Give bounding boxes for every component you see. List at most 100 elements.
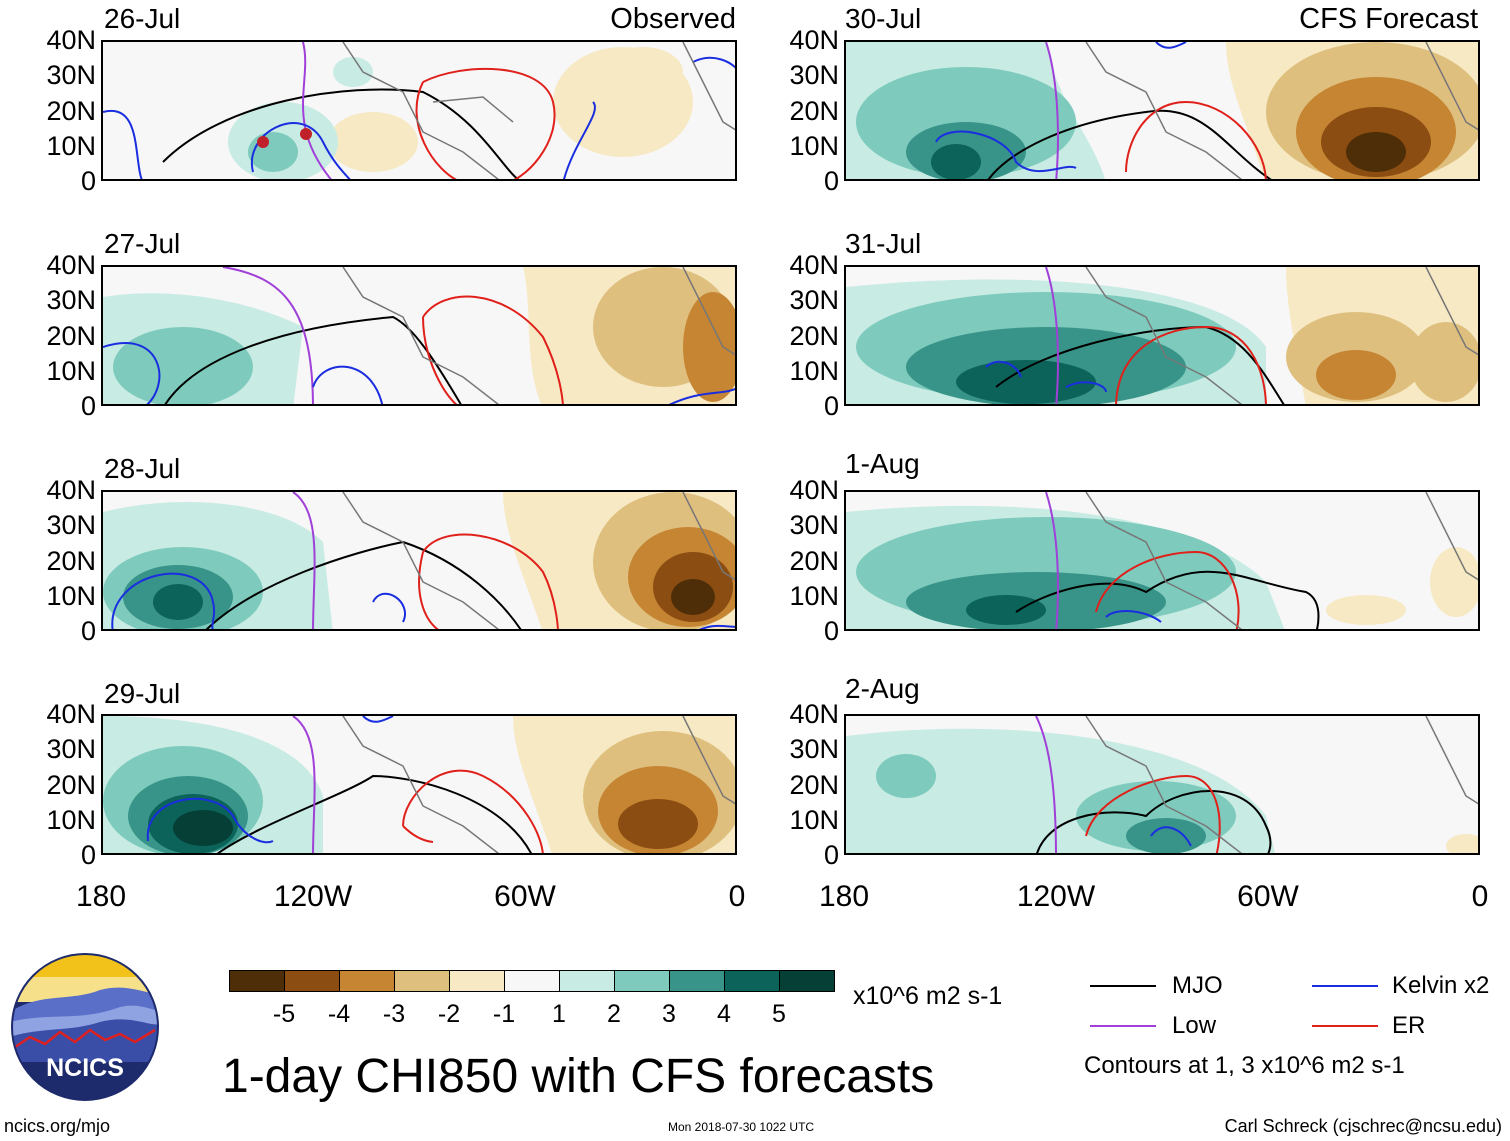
footer-author: Carl Schreck (cjschrec@ncsu.edu)	[1224, 1116, 1502, 1136]
y-tick-label: 40N	[789, 250, 839, 280]
colorbar-tick-label: -1	[492, 1000, 516, 1028]
colorbar-swatch	[504, 970, 560, 992]
y-tick-label: 10N	[789, 580, 839, 611]
panel-date: 31-Jul	[845, 228, 922, 259]
map-field	[103, 492, 735, 629]
map-field	[103, 42, 735, 179]
map-field	[846, 42, 1478, 179]
colorbar-tick-label: 4	[717, 1000, 731, 1028]
map-field	[846, 492, 1478, 629]
colorbar-tick-label: -4	[327, 1000, 351, 1028]
y-tick-label: 0	[80, 840, 96, 870]
map-panel	[101, 40, 737, 181]
panel-date: 29-Jul	[104, 678, 181, 709]
y-tick-label: 30N	[46, 285, 96, 316]
footer-timestamp: Mon 2018-07-30 1022 UTC	[668, 1120, 815, 1134]
map-panel	[101, 265, 737, 406]
x-tick-label: 180	[75, 880, 127, 913]
map-panel	[844, 490, 1480, 631]
ncics-logo-icon: NCICS	[11, 953, 159, 1101]
y-tick-label: 0	[823, 616, 839, 646]
map-panel	[844, 714, 1480, 855]
y-tick-label: 40N	[789, 699, 839, 729]
map-field	[103, 267, 735, 404]
y-tick-label: 10N	[46, 804, 96, 835]
colorbar-tick-label: 5	[772, 1000, 786, 1028]
colorbar-tick-label: 3	[662, 1000, 676, 1028]
legend-line-er	[1312, 1025, 1378, 1027]
ncics-logo: NCICS	[10, 952, 160, 1102]
colorbar-tick-label: -5	[272, 1000, 296, 1028]
colorbar-swatch	[394, 970, 450, 992]
legend-label-er: ER	[1392, 1012, 1426, 1039]
legend-line-low	[1090, 1025, 1156, 1027]
y-tick-label: 40N	[46, 250, 96, 280]
y-tick-label: 40N	[46, 699, 96, 729]
x-tick-label: 120W	[273, 880, 353, 913]
map-field	[846, 716, 1478, 853]
map-field	[103, 716, 735, 853]
y-tick-label: 20N	[789, 545, 839, 576]
y-tick-label: 20N	[46, 95, 96, 126]
colorbar-units: x10^6 m2 s-1	[853, 982, 1003, 1010]
footer-url[interactable]: ncics.org/mjo	[4, 1116, 111, 1136]
y-tick-label: 0	[823, 840, 839, 870]
y-tick-label: 30N	[46, 510, 96, 541]
y-tick-label: 20N	[46, 320, 96, 351]
legend-label-kelvin: Kelvin x2	[1392, 972, 1490, 999]
y-tick-label: 20N	[789, 769, 839, 800]
y-tick-label: 10N	[789, 804, 839, 835]
colorbar-tick-label: 2	[607, 1000, 621, 1028]
legend-label-mjo: MJO	[1172, 972, 1223, 999]
panel-date: 1-Aug	[845, 448, 920, 479]
y-tick-label: 10N	[46, 580, 96, 611]
colorbar-tick-label: -2	[437, 1000, 461, 1028]
panel-date: 30-Jul	[845, 3, 922, 34]
y-tick-label: 10N	[46, 355, 96, 386]
panel-date: 27-Jul	[104, 228, 181, 259]
colorbar-swatch	[779, 970, 835, 992]
colorbar-swatch	[669, 970, 725, 992]
y-tick-label: 0	[823, 166, 839, 196]
y-tick-label: 20N	[789, 320, 839, 351]
logo-text: NCICS	[46, 1054, 124, 1082]
y-tick-label: 0	[80, 616, 96, 646]
y-tick-label: 30N	[46, 734, 96, 765]
y-tick-label: 20N	[46, 545, 96, 576]
panel-title-cfs-forecast: CFS Forecast	[1299, 3, 1478, 35]
y-tick-label: 10N	[46, 130, 96, 161]
x-tick-label: 0	[1471, 880, 1489, 913]
colorbar-swatch	[284, 970, 340, 992]
panel-date: 2-Aug	[845, 673, 920, 704]
y-tick-label: 0	[823, 391, 839, 421]
y-tick-label: 30N	[789, 60, 839, 91]
colorbar-swatch	[614, 970, 670, 992]
map-panel	[844, 265, 1480, 406]
colorbar-swatch	[449, 970, 505, 992]
y-tick-label: 40N	[789, 475, 839, 505]
main-title: 1-day CHI850 with CFS forecasts	[222, 1050, 935, 1103]
x-tick-label: 0	[728, 880, 746, 913]
y-tick-label: 20N	[46, 769, 96, 800]
map-panel	[101, 490, 737, 631]
panel-date: 28-Jul	[104, 453, 181, 484]
legend-line-kelvin	[1312, 985, 1378, 987]
map-field	[846, 267, 1478, 404]
x-tick-label: 60W	[494, 880, 556, 913]
y-tick-label: 0	[80, 391, 96, 421]
y-tick-label: 30N	[46, 60, 96, 91]
colorbar-swatch	[559, 970, 615, 992]
map-panel	[101, 714, 737, 855]
panel-date: 26-Jul	[104, 3, 181, 34]
y-tick-label: 20N	[789, 95, 839, 126]
y-tick-label: 30N	[789, 510, 839, 541]
legend-label-low: Low	[1172, 1012, 1217, 1039]
y-tick-label: 40N	[789, 25, 839, 55]
legend-note: Contours at 1, 3 x10^6 m2 s-1	[1084, 1052, 1405, 1079]
x-tick-label: 60W	[1237, 880, 1299, 913]
y-tick-label: 0	[80, 166, 96, 196]
x-tick-label: 120W	[1016, 880, 1096, 913]
panel-title-observed: Observed	[610, 3, 736, 35]
colorbar-swatch	[724, 970, 780, 992]
y-tick-label: 40N	[46, 25, 96, 55]
